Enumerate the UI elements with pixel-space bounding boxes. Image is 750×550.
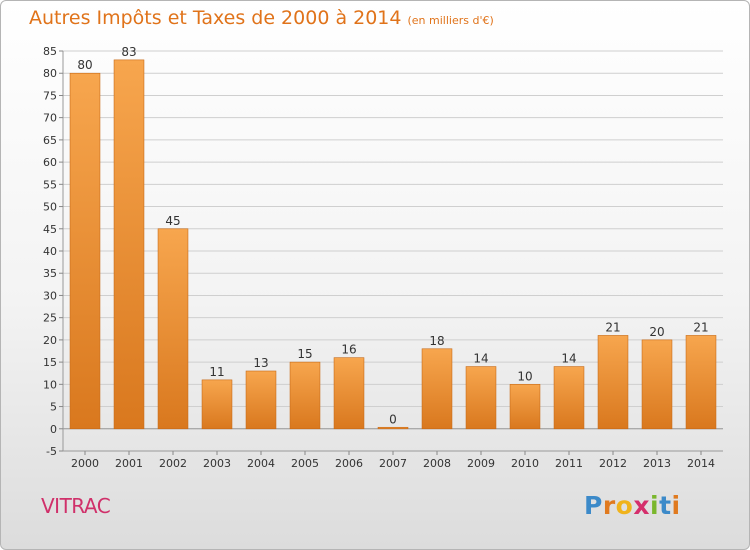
data-label: 80 — [77, 58, 92, 72]
y-tick-label: 30 — [43, 289, 57, 302]
data-label: 10 — [517, 369, 532, 383]
y-tick-label: 45 — [43, 223, 57, 236]
bars — [69, 59, 717, 430]
x-tick-label: 2009 — [467, 457, 495, 470]
proxiti-logo: Proxiti — [584, 491, 681, 520]
x-tick-label: 2006 — [335, 457, 363, 470]
y-tick-label: 75 — [43, 89, 57, 102]
x-tick-label: 2013 — [643, 457, 671, 470]
bar — [333, 357, 365, 430]
logo-letter: i — [671, 491, 681, 520]
x-tick-label: 2008 — [423, 457, 451, 470]
y-tick-label: 25 — [43, 312, 57, 325]
logo-letter: t — [659, 491, 672, 520]
y-tick-label: -5 — [46, 445, 57, 458]
commune-name: VITRAC — [41, 494, 111, 518]
logo-letter: P — [584, 491, 603, 520]
x-tick-label: 2010 — [511, 457, 539, 470]
y-tick-label: 55 — [43, 178, 57, 191]
bar — [201, 379, 233, 430]
data-label: 14 — [473, 352, 488, 366]
x-tick-label: 2011 — [555, 457, 583, 470]
y-tick-label: 60 — [43, 156, 57, 169]
data-label: 11 — [209, 365, 224, 379]
bar — [157, 228, 189, 430]
data-label: 16 — [341, 343, 356, 357]
data-labels: 80 83 45 11 13 15 16 0 18 14 10 14 21 20 21 — [77, 45, 708, 426]
y-tick-label: 65 — [43, 134, 57, 147]
x-tick-label: 2014 — [687, 457, 715, 470]
x-tick-label: 2004 — [247, 457, 275, 470]
chart-unit: (en milliers d'€) — [407, 14, 494, 27]
y-tick-label: 0 — [50, 423, 57, 436]
data-label: 13 — [253, 356, 268, 370]
data-label: 21 — [693, 320, 708, 334]
bar — [289, 361, 321, 430]
y-tick-label: 20 — [43, 334, 57, 347]
bar — [465, 366, 497, 430]
y-tick-label: 50 — [43, 201, 57, 214]
data-label: 21 — [605, 320, 620, 334]
bar — [509, 384, 541, 430]
x-tick-label: 2002 — [159, 457, 187, 470]
y-tick-label: 80 — [43, 67, 57, 80]
bar — [597, 335, 629, 430]
y-tick-label: 85 — [43, 45, 57, 58]
logo-letter: o — [615, 491, 634, 520]
logo-letter: i — [650, 491, 660, 520]
bar — [113, 59, 145, 430]
y-tick-label: 10 — [43, 378, 57, 391]
bar — [685, 335, 717, 430]
y-tick-label: 35 — [43, 267, 57, 280]
chart-title-text: Autres Impôts et Taxes de 2000 à 2014 — [29, 7, 402, 29]
x-tick-label: 2001 — [115, 457, 143, 470]
x-tick-labels: 2000 2001 2002 2003 2004 2005 2006 2007 2008 2009… — [71, 451, 715, 470]
bar — [377, 426, 409, 430]
bar — [245, 370, 277, 430]
x-tick-label: 2003 — [203, 457, 231, 470]
data-label: 14 — [561, 352, 576, 366]
data-label: 18 — [429, 334, 444, 348]
chart-title: Autres Impôts et Taxes de 2000 à 2014 (en… — [29, 7, 494, 29]
data-label: 83 — [121, 45, 136, 59]
y-tick-label: 70 — [43, 112, 57, 125]
x-tick-label: 2012 — [599, 457, 627, 470]
bar — [553, 366, 585, 430]
logo-letter: r — [602, 491, 616, 520]
y-tick-label: 15 — [43, 356, 57, 369]
y-tick-labels: -5 0 5 10 15 20 25 30 35 40 45 50 55 60 65 70 75 80 85 — [43, 45, 63, 458]
data-label: 20 — [649, 325, 664, 339]
logo-letter: x — [633, 491, 650, 520]
data-label: 0 — [389, 412, 397, 426]
x-tick-label: 2007 — [379, 457, 407, 470]
data-label: 15 — [297, 347, 312, 361]
data-label: 45 — [165, 214, 180, 228]
y-tick-label: 5 — [50, 401, 57, 414]
bar — [69, 72, 101, 430]
x-tick-label: 2005 — [291, 457, 319, 470]
bar — [641, 339, 673, 430]
bar — [421, 348, 453, 430]
x-tick-label: 2000 — [71, 457, 99, 470]
y-tick-label: 40 — [43, 245, 57, 258]
